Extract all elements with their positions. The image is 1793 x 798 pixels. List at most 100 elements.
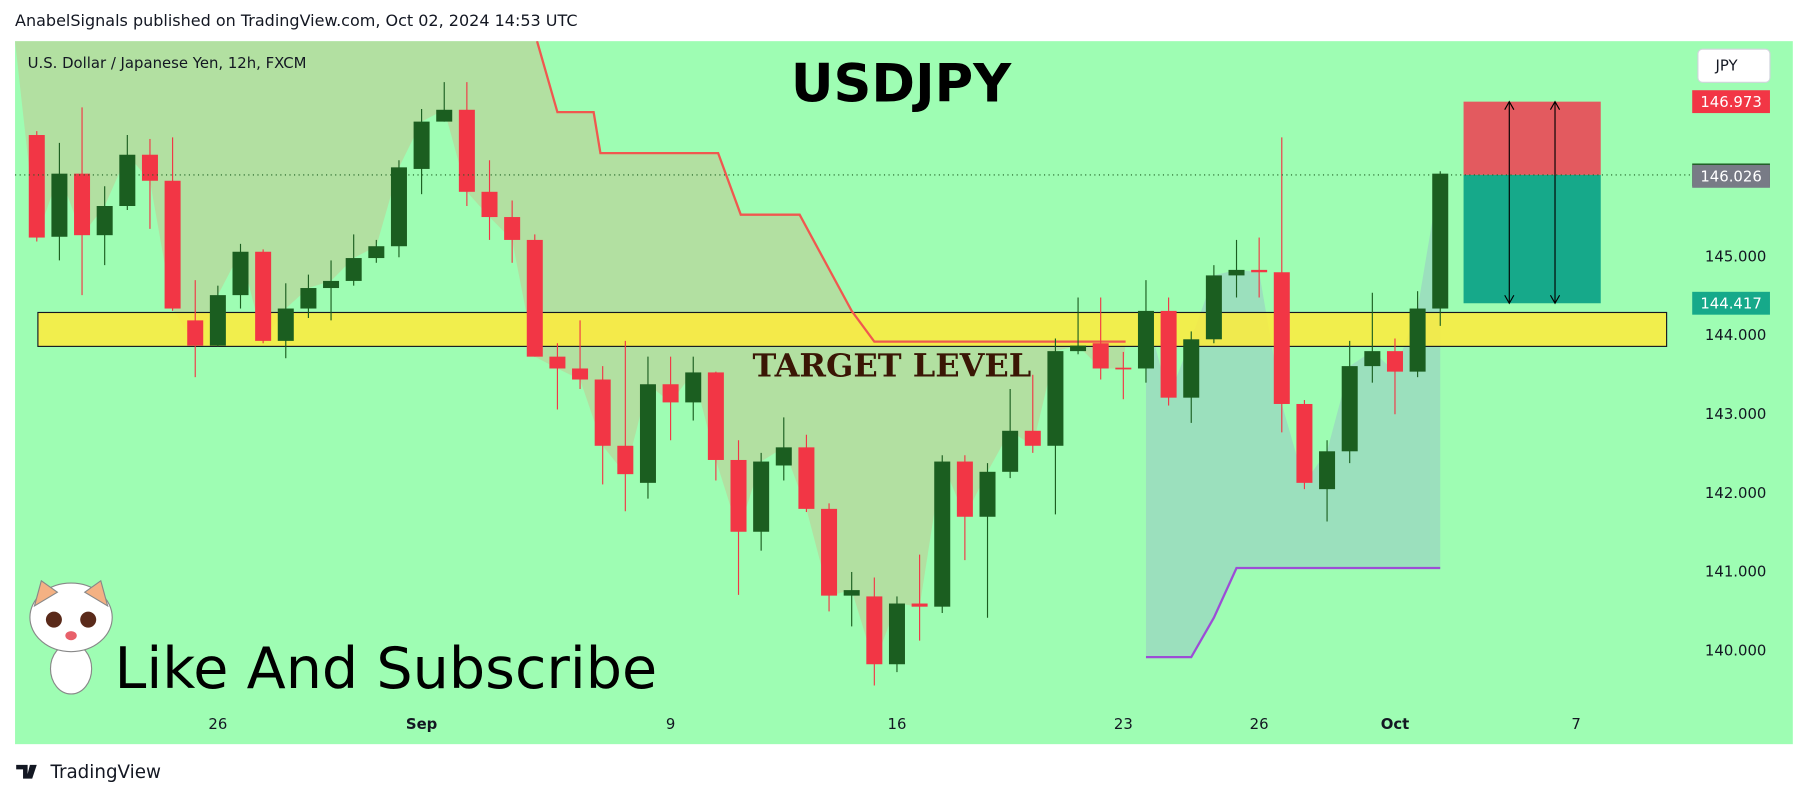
candle-body	[979, 471, 996, 517]
mascot-mouth	[65, 631, 77, 641]
price-tag	[1692, 90, 1770, 114]
symbol-info: U.S. Dollar / Japanese Yen, 12h, FXCM	[28, 54, 307, 72]
candle-body	[934, 461, 951, 607]
candle-body	[28, 135, 45, 238]
candle-body	[956, 461, 973, 517]
candle-body	[1319, 451, 1336, 490]
candle-body	[1160, 310, 1177, 398]
candle-body	[141, 154, 158, 181]
candle-body	[526, 239, 543, 357]
x-tick-label: 23	[1114, 715, 1133, 733]
footer-logo	[16, 764, 37, 779]
candle-body	[1386, 351, 1403, 372]
chart-title: USDJPY	[791, 54, 1012, 115]
candle-body	[51, 173, 68, 237]
mascot-eye	[80, 611, 97, 628]
mascot-ear	[83, 579, 109, 608]
x-tick-label: 9	[666, 715, 675, 733]
candle-body	[1002, 430, 1019, 472]
candle-body	[187, 320, 204, 346]
annotation: Like And Subscribe	[115, 636, 658, 702]
candle-body	[232, 251, 249, 296]
price-tag-label: 144.417	[1700, 294, 1761, 312]
candle-body	[1364, 351, 1381, 367]
purple-line	[1145, 566, 1441, 659]
candle-body	[74, 173, 91, 236]
x-tick-label: Oct	[1381, 715, 1410, 733]
candle-body	[413, 121, 430, 169]
mascot	[29, 579, 113, 695]
y-tick-label: 142.000	[1705, 484, 1766, 502]
stop-zone	[1463, 101, 1601, 175]
candle-body	[458, 109, 475, 192]
candle-body	[345, 258, 362, 281]
candle-body	[1183, 339, 1200, 398]
candle-body	[707, 372, 724, 460]
candle-body	[436, 109, 453, 122]
price-tag-label: 146.026	[1700, 167, 1761, 185]
candle-body	[481, 191, 498, 218]
candle-body	[617, 445, 634, 475]
candle-body	[639, 384, 656, 483]
candle-body	[1137, 310, 1154, 369]
mascot-head	[29, 582, 113, 653]
target-zone-box	[1463, 174, 1601, 304]
candle-body	[1251, 269, 1268, 273]
candle-body	[549, 356, 566, 369]
candle-body	[1296, 403, 1313, 483]
candle-body	[1115, 367, 1132, 370]
currency-box[interactable]	[1697, 48, 1771, 83]
x-tick-label: Sep	[406, 715, 437, 733]
candle-body	[390, 167, 407, 247]
y-tick-label: 144.000	[1705, 326, 1766, 344]
header: AnabelSignals published on TradingView.c…	[15, 11, 577, 30]
arrow-head	[1549, 100, 1561, 305]
candle-body	[209, 295, 226, 346]
red-line-fill	[15, 41, 1126, 665]
candle-body	[119, 154, 136, 207]
y-tick-label: 140.000	[1705, 642, 1766, 660]
footer-text: TradingView	[49, 762, 161, 783]
candle-body	[685, 372, 702, 403]
mascot-eye	[45, 611, 62, 628]
y-tick-label: 141.000	[1705, 563, 1766, 581]
candle-body	[1228, 269, 1245, 276]
candle-body	[1024, 430, 1041, 446]
candle-body	[594, 379, 611, 446]
candle-body	[300, 288, 317, 309]
arrow-head	[1504, 100, 1515, 305]
plot-area	[15, 41, 1690, 686]
candle-body	[1341, 366, 1358, 452]
target-label: TARGET LEVEL	[753, 347, 1032, 385]
mascot-ear	[33, 579, 59, 608]
candle-body	[730, 459, 747, 532]
footer-bar	[0, 744, 1793, 798]
candle-body	[1070, 345, 1087, 352]
currency-label[interactable]: JPY	[1714, 56, 1738, 74]
candle-body	[277, 308, 294, 341]
price-tag	[1692, 164, 1770, 188]
candle-body	[911, 603, 928, 607]
candle-body	[96, 206, 113, 236]
candle-body	[572, 368, 589, 380]
y-tick-label: 145.000	[1705, 247, 1766, 265]
candle-body	[866, 596, 883, 665]
overlay: 140.000 141.000 142.000 143.000 144.000 145.0…	[208, 90, 1770, 733]
candle-body	[1432, 173, 1449, 309]
candle-body	[368, 246, 385, 259]
y-tick-label: 143.000	[1705, 405, 1766, 423]
x-tick-label: 26	[1250, 715, 1269, 733]
red-line	[535, 41, 1126, 343]
candle-body	[323, 280, 340, 289]
candle-body	[1205, 275, 1222, 340]
candle-body	[662, 384, 679, 403]
candle-body	[504, 217, 521, 240]
candle-body	[1092, 343, 1109, 369]
candle-body	[753, 461, 770, 532]
candle-body	[1273, 272, 1290, 404]
x-tick-label: 26	[208, 715, 227, 733]
candle-body	[255, 251, 272, 341]
candle-body	[821, 508, 838, 596]
